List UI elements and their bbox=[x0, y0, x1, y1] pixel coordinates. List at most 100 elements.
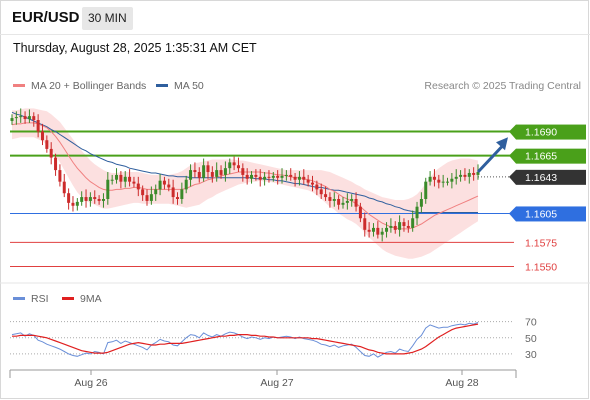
candle-body bbox=[337, 199, 341, 205]
candle-body bbox=[476, 172, 480, 175]
candle-body bbox=[306, 179, 310, 183]
candle-body bbox=[58, 170, 62, 182]
candle-body bbox=[267, 176, 271, 178]
candle-body bbox=[228, 162, 232, 169]
candle-body bbox=[115, 174, 119, 180]
level-label-pointer bbox=[509, 148, 516, 164]
level-label-current: 1.1643 bbox=[525, 172, 557, 184]
candle-body bbox=[402, 222, 406, 226]
level-label-pivot: 1.1605 bbox=[525, 208, 557, 220]
candle-body bbox=[254, 174, 258, 177]
candle-body bbox=[472, 172, 476, 175]
candle-body bbox=[245, 174, 249, 179]
symbol-title: EUR/USD bbox=[12, 9, 80, 26]
candle-body bbox=[210, 172, 214, 177]
candle-body bbox=[284, 174, 288, 176]
candle-body bbox=[271, 175, 275, 178]
candle-body bbox=[145, 195, 149, 201]
candle-body bbox=[385, 227, 389, 232]
candle-body bbox=[297, 176, 301, 180]
candle-body bbox=[110, 179, 114, 181]
candle-body bbox=[459, 174, 463, 177]
candle-body bbox=[302, 176, 306, 180]
candle-body bbox=[180, 189, 184, 199]
candle-body bbox=[437, 179, 441, 183]
candle-body bbox=[389, 225, 393, 228]
candle-body bbox=[202, 165, 206, 178]
candle-body bbox=[428, 176, 432, 182]
legend-swatch-9ma bbox=[62, 296, 74, 300]
candle-body bbox=[319, 189, 323, 195]
candle-body bbox=[358, 206, 362, 219]
candle-body bbox=[154, 189, 158, 195]
candle-body bbox=[71, 202, 75, 206]
candle-body bbox=[106, 179, 110, 199]
legend-item-ma20: MA 20 + Bollinger Bands bbox=[13, 80, 146, 92]
candle-body bbox=[380, 231, 384, 235]
level-label-support: 1.1575 bbox=[525, 237, 557, 249]
candle-body bbox=[276, 175, 280, 178]
x-tick-label: Aug 27 bbox=[260, 377, 293, 389]
candle-body bbox=[398, 222, 402, 230]
candle-body bbox=[219, 170, 223, 175]
candle-body bbox=[197, 172, 201, 178]
candle-body bbox=[67, 193, 71, 203]
research-credit: Research © 2025 Trading Central bbox=[424, 80, 581, 92]
legend-item-ma50: MA 50 bbox=[156, 80, 204, 92]
x-tick-label: Aug 26 bbox=[74, 377, 107, 389]
rsi-tick-label: 30 bbox=[525, 349, 537, 361]
candle-body bbox=[341, 202, 345, 205]
candle-body bbox=[350, 199, 354, 201]
rsi-line bbox=[11, 322, 479, 358]
candle-body bbox=[149, 194, 153, 201]
legend-label-ma50: MA 50 bbox=[174, 80, 204, 92]
candle-body bbox=[280, 175, 284, 178]
candle-body bbox=[23, 116, 27, 120]
candle-body bbox=[467, 172, 471, 177]
timeframe-badge[interactable]: 30 MIN bbox=[82, 7, 133, 30]
candle-body bbox=[62, 181, 66, 194]
candle-body bbox=[236, 165, 240, 169]
candle-body bbox=[367, 229, 371, 232]
candle-body bbox=[289, 174, 293, 177]
legend-swatch-ma50 bbox=[156, 83, 168, 87]
candle-body bbox=[411, 218, 415, 228]
candle-body bbox=[40, 131, 44, 141]
candle-body bbox=[363, 218, 367, 230]
candle-body bbox=[80, 197, 84, 202]
candle-body bbox=[84, 197, 88, 201]
forecast-arrow-shaft bbox=[476, 142, 507, 174]
candle-body bbox=[324, 194, 328, 198]
rsi-tick-label: 70 bbox=[525, 317, 537, 329]
candle-body bbox=[241, 168, 245, 175]
candle-body bbox=[132, 181, 136, 184]
legend-label-rsi: RSI bbox=[31, 293, 49, 305]
candle-body bbox=[432, 176, 436, 180]
level-label-bg-resistance bbox=[516, 124, 586, 140]
candle-body bbox=[332, 199, 336, 201]
candle-body bbox=[189, 170, 193, 180]
candle-body bbox=[167, 184, 171, 188]
candle-body bbox=[49, 148, 53, 158]
candle-body bbox=[88, 197, 92, 201]
candle-body bbox=[14, 117, 18, 119]
candle-body bbox=[454, 176, 458, 179]
candle-body bbox=[215, 170, 219, 177]
candle-body bbox=[171, 187, 175, 198]
rsi-tick-label: 50 bbox=[525, 333, 537, 345]
candle-body bbox=[311, 182, 315, 185]
candle-body bbox=[75, 201, 79, 206]
candle-body bbox=[206, 165, 210, 173]
candle-body bbox=[223, 168, 227, 175]
level-label-resistance: 1.1690 bbox=[525, 127, 557, 139]
candle-body bbox=[263, 176, 267, 180]
candle-body bbox=[128, 176, 132, 182]
candle-body bbox=[184, 179, 188, 190]
legend-swatch-rsi bbox=[13, 296, 25, 300]
candle-body bbox=[258, 176, 262, 180]
candle-body bbox=[193, 170, 197, 173]
candle-body bbox=[158, 180, 162, 190]
candle-body bbox=[141, 189, 145, 196]
level-label-bg-resistance bbox=[516, 148, 586, 164]
